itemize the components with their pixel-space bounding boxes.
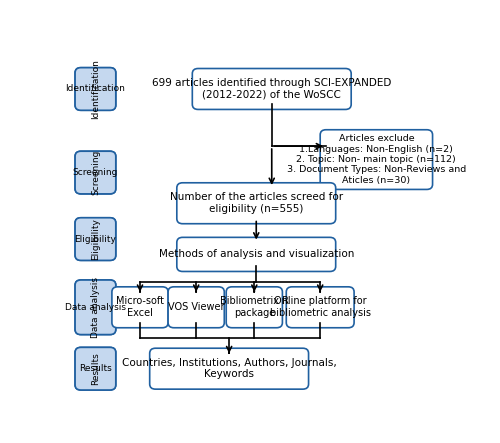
FancyBboxPatch shape bbox=[150, 348, 308, 389]
Text: Bibliometrix R
package: Bibliometrix R package bbox=[220, 296, 289, 318]
Text: Data analysis: Data analysis bbox=[91, 277, 100, 338]
FancyBboxPatch shape bbox=[75, 151, 116, 194]
Text: Results: Results bbox=[79, 364, 112, 373]
FancyBboxPatch shape bbox=[75, 68, 116, 110]
Text: Countries, Institutions, Authors, Journals,
Keywords: Countries, Institutions, Authors, Journa… bbox=[122, 358, 336, 380]
Text: Identification: Identification bbox=[91, 59, 100, 119]
Text: Screening: Screening bbox=[91, 150, 100, 195]
FancyBboxPatch shape bbox=[75, 280, 116, 334]
Text: Eligibility: Eligibility bbox=[74, 234, 116, 244]
Text: Micro-soft
Excel: Micro-soft Excel bbox=[116, 296, 164, 318]
Text: Methods of analysis and visualization: Methods of analysis and visualization bbox=[158, 249, 354, 260]
FancyBboxPatch shape bbox=[286, 287, 354, 328]
FancyBboxPatch shape bbox=[75, 347, 116, 390]
Text: Online platform for
bibliometric analysis: Online platform for bibliometric analysi… bbox=[270, 296, 370, 318]
FancyBboxPatch shape bbox=[75, 347, 116, 390]
Text: Identification: Identification bbox=[66, 85, 126, 93]
FancyBboxPatch shape bbox=[75, 280, 116, 334]
FancyBboxPatch shape bbox=[192, 69, 351, 109]
FancyBboxPatch shape bbox=[75, 68, 116, 110]
Text: Screening: Screening bbox=[73, 168, 118, 177]
FancyBboxPatch shape bbox=[320, 130, 432, 190]
Text: Data analysis: Data analysis bbox=[65, 303, 126, 312]
Text: 699 articles identified through SCI-EXPANDED
(2012-2022) of the WoSCC: 699 articles identified through SCI-EXPA… bbox=[152, 78, 392, 100]
Text: Results: Results bbox=[91, 352, 100, 385]
FancyBboxPatch shape bbox=[168, 287, 224, 328]
Text: Articles exclude
1.Languages: Non-English (n=2)
2. Topic: Non- main topic (n=112: Articles exclude 1.Languages: Non-Englis… bbox=[287, 134, 466, 185]
FancyBboxPatch shape bbox=[226, 287, 282, 328]
FancyBboxPatch shape bbox=[112, 287, 168, 328]
Text: Number of the articles screed for
eligibility (n=555): Number of the articles screed for eligib… bbox=[170, 192, 343, 214]
Text: VOS Viewer: VOS Viewer bbox=[168, 302, 224, 312]
FancyBboxPatch shape bbox=[75, 218, 116, 260]
FancyBboxPatch shape bbox=[177, 237, 336, 272]
Text: Eligibility: Eligibility bbox=[91, 218, 100, 260]
FancyBboxPatch shape bbox=[177, 183, 336, 224]
FancyBboxPatch shape bbox=[75, 151, 116, 194]
FancyBboxPatch shape bbox=[75, 218, 116, 260]
